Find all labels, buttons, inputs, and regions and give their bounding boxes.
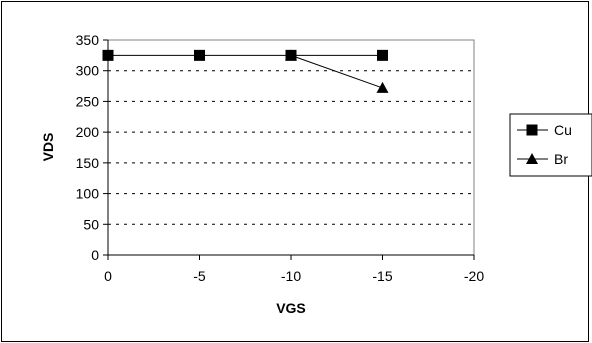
data-point-br [285, 49, 297, 61]
y-tick-label: 0 [91, 247, 99, 263]
y-tick-label: 350 [76, 32, 100, 48]
legend-label-br: Br [554, 151, 568, 167]
legend-marker-cu [526, 124, 538, 136]
y-axis-title: VDS [40, 133, 56, 162]
y-tick-label: 150 [76, 155, 100, 171]
x-tick-label: -15 [372, 268, 392, 284]
gridlines [108, 70, 474, 225]
plot-area [107, 39, 475, 256]
legend-marker-br [526, 153, 538, 164]
x-tick-label: 0 [104, 268, 112, 284]
y-tick-labels: 0 50 100 150 200 250 300 350 [76, 32, 100, 263]
y-tick-label: 100 [76, 186, 100, 202]
x-tick-labels: 0 -5 -10 -15 -20 [104, 268, 484, 284]
y-tick-label: 50 [83, 216, 99, 232]
axes [103, 39, 475, 260]
y-tick-label: 300 [76, 63, 100, 79]
y-tick-label: 250 [76, 93, 100, 109]
y-tick-label: 200 [76, 124, 100, 140]
data-point-cu [377, 49, 388, 61]
x-tick-label: -10 [281, 268, 301, 284]
legend-box [509, 113, 592, 177]
x-tick-label: -5 [193, 268, 206, 284]
x-tick-label: -20 [464, 268, 484, 284]
series-layer [102, 49, 389, 93]
legend: Cu Br [517, 122, 572, 167]
data-point-br [376, 81, 389, 93]
x-axis-title: VGS [276, 300, 306, 316]
legend-label-cu: Cu [554, 122, 572, 138]
series-line-br [290, 54, 383, 89]
data-point-cu [194, 49, 205, 61]
data-point-cu [102, 49, 114, 61]
